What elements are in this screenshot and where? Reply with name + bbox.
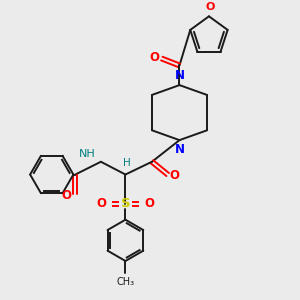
Text: O: O	[144, 197, 154, 211]
Text: CH₃: CH₃	[116, 277, 134, 287]
Text: NH: NH	[79, 149, 96, 159]
Text: O: O	[97, 197, 107, 211]
Text: O: O	[169, 169, 180, 182]
Text: N: N	[175, 69, 184, 82]
Text: N: N	[175, 143, 184, 156]
Text: H: H	[122, 158, 130, 168]
Text: O: O	[61, 189, 71, 202]
Text: S: S	[121, 197, 130, 211]
Text: O: O	[205, 2, 214, 12]
Text: O: O	[149, 51, 159, 64]
